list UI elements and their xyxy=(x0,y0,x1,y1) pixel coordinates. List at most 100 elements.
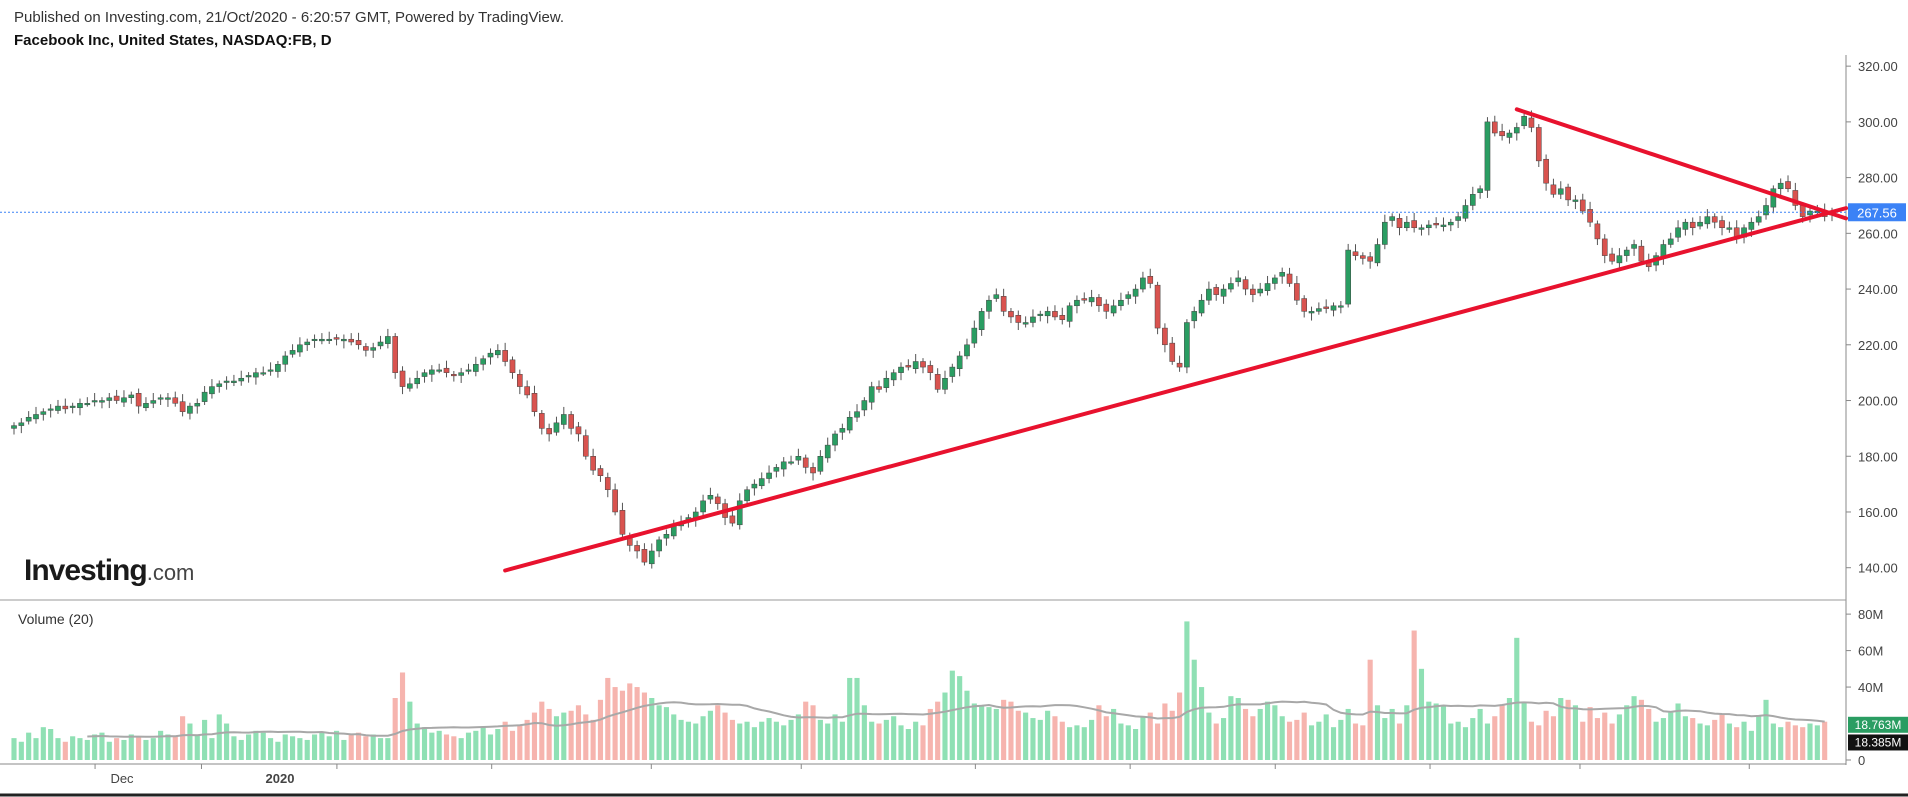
volume-bar xyxy=(517,725,523,760)
volume-bar xyxy=(260,732,266,760)
candle-body xyxy=(84,403,91,406)
volume-bar xyxy=(1792,725,1798,760)
volume-bar xyxy=(751,727,757,760)
volume-bar xyxy=(1462,727,1469,760)
volume-bar xyxy=(326,736,332,760)
candle-body xyxy=(1623,249,1630,256)
candle-body xyxy=(1176,362,1183,368)
candle-body xyxy=(187,405,193,414)
candle-body xyxy=(1103,303,1110,312)
volume-bar xyxy=(1235,698,1241,760)
volume-bar xyxy=(1616,714,1622,760)
volume-bar xyxy=(1323,714,1329,760)
candle-body xyxy=(1638,245,1645,262)
volume-bar xyxy=(443,734,450,760)
volume-bar xyxy=(678,719,684,760)
volume-bar xyxy=(707,710,713,760)
volume-bar xyxy=(1470,718,1476,760)
volume-bar xyxy=(1169,710,1175,760)
volume-bar xyxy=(473,730,479,760)
price-tick-label: 280.00 xyxy=(1858,171,1898,186)
candle-body xyxy=(524,386,530,396)
volume-bar xyxy=(1308,725,1315,760)
candle-body xyxy=(1477,188,1483,193)
volume-bar xyxy=(172,736,178,760)
candle-body xyxy=(40,411,47,415)
volume-bar xyxy=(421,727,428,760)
volume-bar xyxy=(1587,707,1593,760)
volume-tick-label: 60M xyxy=(1858,644,1883,659)
volume-bar xyxy=(979,705,985,760)
volume-bar xyxy=(1726,723,1732,760)
volume-bar xyxy=(348,734,354,760)
candle-body xyxy=(1000,296,1007,312)
candle-body xyxy=(414,377,421,385)
candle-body xyxy=(788,461,794,464)
volume-bar xyxy=(788,719,794,760)
candle-body xyxy=(1272,277,1278,284)
volume-bar xyxy=(1484,723,1491,760)
candle-body xyxy=(912,361,919,370)
volume-bar xyxy=(1455,721,1461,760)
candle-body xyxy=(487,352,494,358)
candle-body xyxy=(25,416,32,422)
candle-body xyxy=(1360,255,1366,259)
volume-bar xyxy=(993,708,999,760)
candle-body xyxy=(736,500,743,526)
volume-bar xyxy=(1602,712,1608,760)
volume-bar xyxy=(253,730,259,760)
candle-body xyxy=(1616,255,1623,264)
volume-bar xyxy=(817,719,823,760)
candle-body xyxy=(1052,311,1058,318)
candle-body xyxy=(1081,298,1088,301)
price-tick-label: 320.00 xyxy=(1858,59,1898,74)
volume-bar xyxy=(1682,716,1688,760)
last-price-label: 267.56 xyxy=(1857,205,1897,220)
candle-body xyxy=(106,397,113,401)
candle-body xyxy=(700,500,706,513)
volume-bar xyxy=(333,730,340,760)
candle-body xyxy=(942,377,948,390)
volume-bar xyxy=(451,736,457,760)
volume-bar xyxy=(641,692,648,760)
volume-ma-badge xyxy=(1848,734,1908,751)
volume-bar xyxy=(700,716,706,760)
candle-body xyxy=(1059,315,1066,320)
candle-body xyxy=(1125,294,1132,299)
candle-body xyxy=(1528,117,1535,128)
candle-body xyxy=(399,370,406,387)
volume-bar xyxy=(70,736,76,760)
volume-bar xyxy=(671,714,677,760)
candle-body xyxy=(1572,199,1579,202)
candle-body xyxy=(1601,238,1608,256)
candle-body xyxy=(245,375,252,378)
volume-ma-line xyxy=(87,700,1825,738)
candle-body xyxy=(326,338,333,341)
volume-bar xyxy=(1389,708,1395,760)
volume-bar xyxy=(458,738,464,760)
candle-body xyxy=(1140,277,1146,290)
candle-body xyxy=(363,346,369,351)
candle-body xyxy=(1220,288,1227,297)
volume-bar xyxy=(553,716,560,760)
volume-tick-label: 0 xyxy=(1858,753,1865,768)
candle-body xyxy=(113,395,120,401)
last-price-badge xyxy=(1848,203,1906,222)
candle-body xyxy=(157,397,164,400)
candle-body xyxy=(604,477,611,490)
volume-bar xyxy=(165,734,171,760)
volume-bar xyxy=(729,719,735,760)
volume-bar xyxy=(1800,727,1806,760)
volume-bar xyxy=(1778,727,1784,760)
candle-body xyxy=(1294,283,1300,301)
volume-bar xyxy=(136,736,142,760)
candle-body xyxy=(1286,273,1293,284)
volume-bar xyxy=(502,721,508,760)
candle-body xyxy=(99,400,105,403)
volume-bar xyxy=(1030,718,1036,760)
volume-bar xyxy=(942,692,948,760)
volume-bar xyxy=(465,732,472,760)
candle-body xyxy=(1316,308,1322,312)
volume-bar xyxy=(509,730,516,760)
